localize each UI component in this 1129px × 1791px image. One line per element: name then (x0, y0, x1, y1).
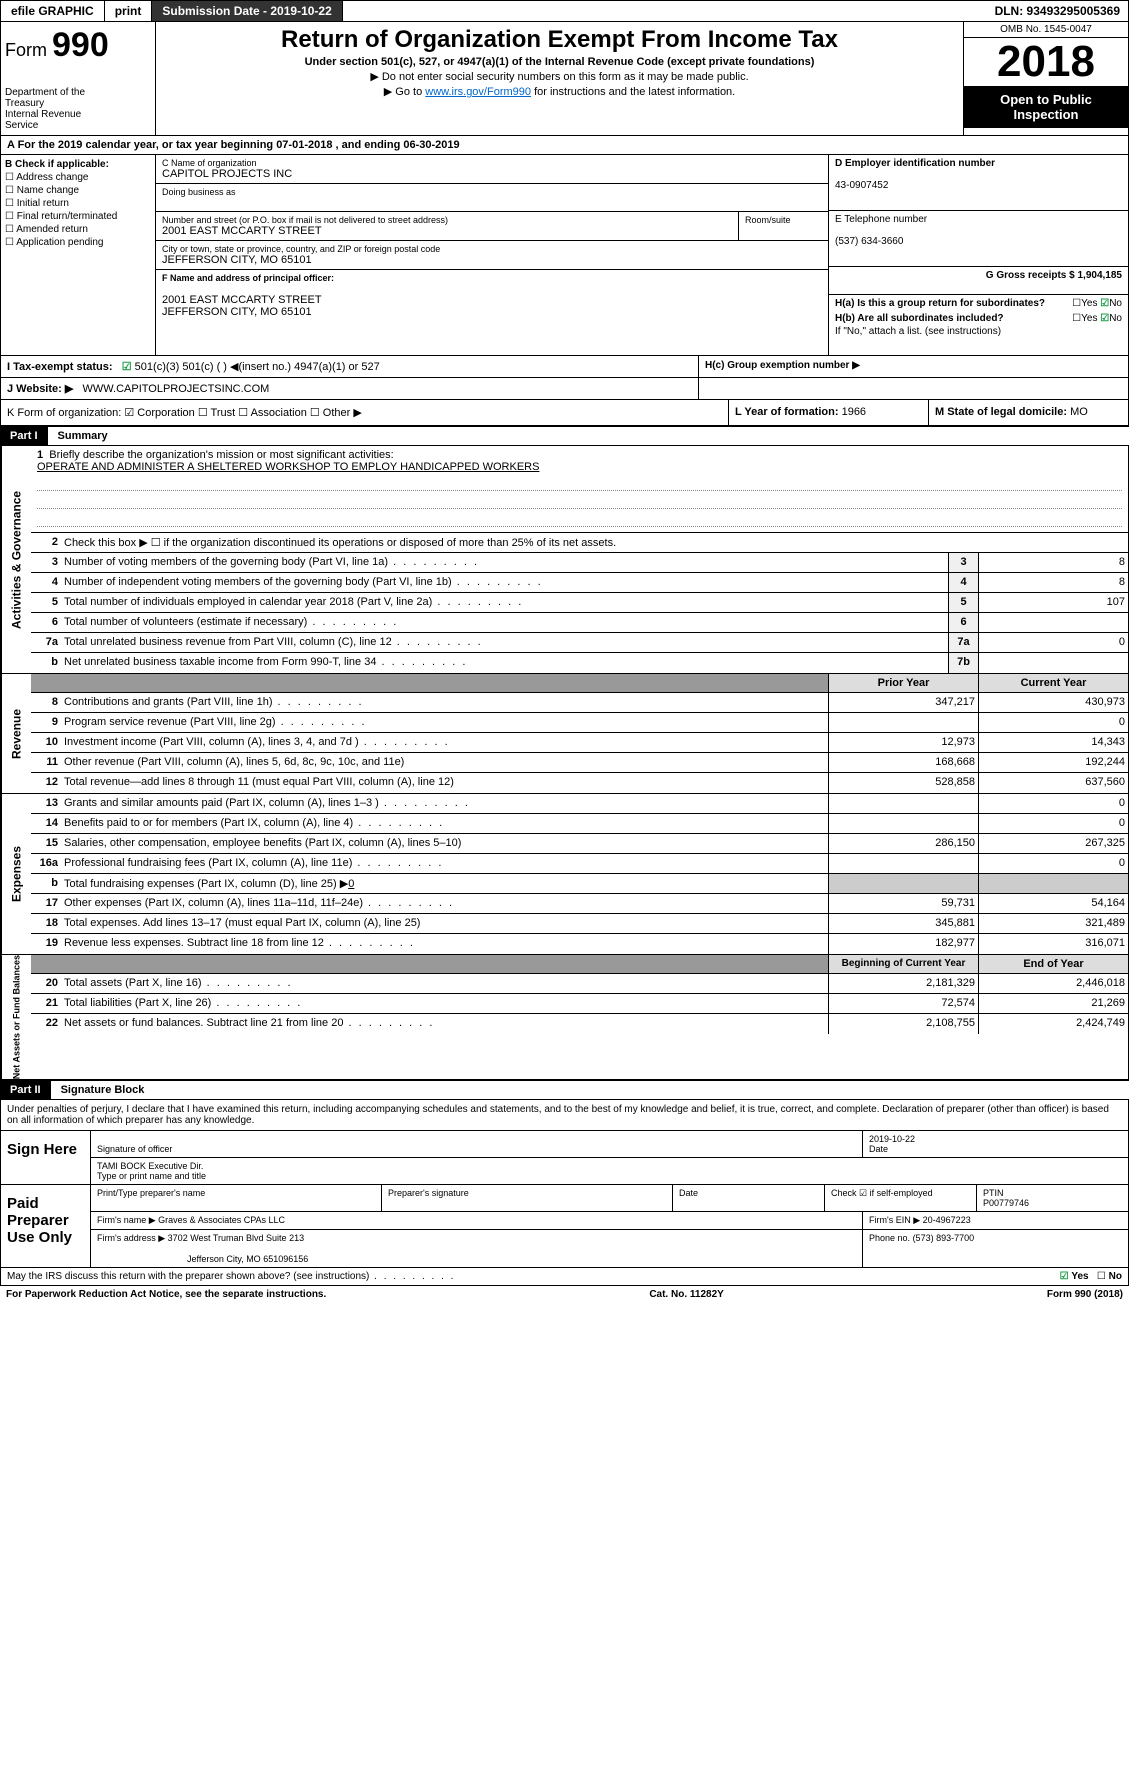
val-7a: 0 (978, 633, 1128, 652)
sign-here-label: Sign Here (1, 1131, 91, 1184)
cat-number: Cat. No. 11282Y (649, 1289, 723, 1300)
col-d-ein: D Employer identification number43-09074… (828, 155, 1128, 355)
pra-notice: For Paperwork Reduction Act Notice, see … (6, 1289, 326, 1300)
omb-number: OMB No. 1545-0047 (964, 22, 1128, 38)
val-4: 8 (978, 573, 1128, 592)
topbar: efile GRAPHIC print Submission Date - 20… (0, 0, 1129, 22)
val-c8: 430,973 (978, 693, 1128, 712)
form-label: Form (5, 40, 47, 60)
org-city: JEFFERSON CITY, MO 65101 (162, 254, 822, 266)
phone: (537) 634-3660 (835, 236, 903, 247)
row-i-tax-status: I Tax-exempt status: ☑ 501(c)(3) 501(c) … (1, 356, 698, 377)
firm-name: Graves & Associates CPAs LLC (158, 1215, 285, 1225)
col-c-orginfo: C Name of organizationCAPITOL PROJECTS I… (156, 155, 828, 355)
mission-text: OPERATE AND ADMINISTER A SHELTERED WORKS… (37, 461, 539, 473)
sig-date: 2019-10-22 (869, 1134, 915, 1144)
section-revenue: Revenue (1, 674, 31, 793)
val-3: 8 (978, 553, 1128, 572)
note-ssn: ▶ Do not enter social security numbers o… (160, 70, 959, 83)
val-6 (978, 613, 1128, 632)
row-a-taxyear: A For the 2019 calendar year, or tax yea… (0, 136, 1129, 155)
footer-discuss: May the IRS discuss this return with the… (0, 1268, 1129, 1286)
firm-phone: (573) 893-7700 (913, 1233, 975, 1243)
tax-year: 2018 (964, 38, 1128, 86)
row-l-year: L Year of formation: 1966 (728, 400, 928, 425)
submission-date: Submission Date - 2019-10-22 (152, 1, 342, 21)
firm-ein: 20-4967223 (923, 1215, 971, 1225)
part2-header: Part IISignature Block (0, 1080, 1129, 1100)
val-c19: 316,071 (978, 934, 1128, 954)
val-5: 107 (978, 593, 1128, 612)
ptin: P00779746 (983, 1198, 1029, 1208)
gross-receipts: 1,904,185 (1078, 270, 1123, 281)
form-number: 990 (52, 26, 109, 64)
officer-name: TAMI BOCK Executive Dir. (97, 1161, 203, 1171)
dept-label: Department of theTreasuryInternal Revenu… (5, 87, 151, 131)
form-subtitle: Under section 501(c), 527, or 4947(a)(1)… (160, 56, 959, 68)
officer-addr: 2001 EAST MCCARTY STREETJEFFERSON CITY, … (162, 294, 822, 318)
form-header: Form 990 Department of theTreasuryIntern… (0, 22, 1129, 136)
row-m-state: M State of legal domicile: MO (928, 400, 1128, 425)
firm-addr: 3702 West Truman Blvd Suite 213 (168, 1233, 304, 1243)
form-ref: Form 990 (2018) (1047, 1289, 1123, 1300)
paid-preparer-label: Paid Preparer Use Only (1, 1185, 91, 1267)
section-netassets: Net Assets or Fund Balances (1, 955, 31, 1079)
val-c12: 637,560 (978, 773, 1128, 793)
dln: DLN: 93493295005369 (987, 1, 1128, 21)
print-btn[interactable]: print (105, 1, 153, 21)
row-k-form-org: K Form of organization: ☑ Corporation ☐ … (1, 400, 728, 425)
col-b-checkboxes: B Check if applicable: ☐ Address change … (1, 155, 156, 355)
note-link: ▶ Go to www.irs.gov/Form990 for instruct… (160, 85, 959, 98)
row-j-website: J Website: ▶ WWW.CAPITOLPROJECTSINC.COM (1, 378, 698, 399)
val-7b (978, 653, 1128, 673)
org-name: CAPITOL PROJECTS INC (162, 168, 822, 180)
perjury-declaration: Under penalties of perjury, I declare th… (1, 1100, 1128, 1131)
open-public: Open to Public Inspection (964, 86, 1128, 128)
section-expenses: Expenses (1, 794, 31, 954)
part1-header: Part ISummary (0, 426, 1129, 446)
irs-link[interactable]: www.irs.gov/Form990 (425, 86, 531, 98)
val-c22: 2,424,749 (978, 1014, 1128, 1034)
row-hc: H(c) Group exemption number ▶ (698, 356, 1128, 377)
form-title: Return of Organization Exempt From Incom… (160, 26, 959, 54)
ein: 43-0907452 (835, 180, 888, 191)
efile-btn[interactable]: efile GRAPHIC (1, 1, 105, 21)
org-street: 2001 EAST MCCARTY STREET (162, 225, 732, 237)
section-governance: Activities & Governance (1, 446, 31, 673)
